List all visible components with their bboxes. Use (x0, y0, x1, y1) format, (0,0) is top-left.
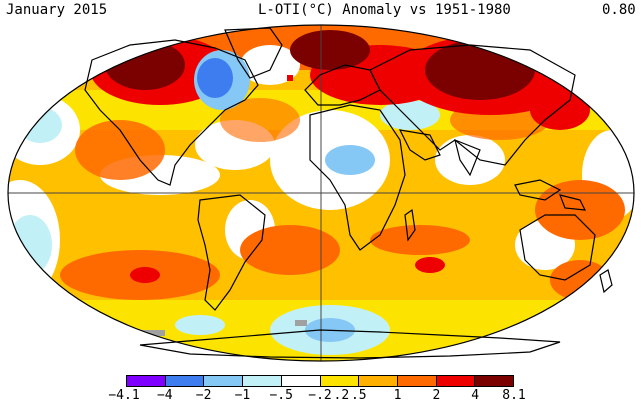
legend-tick-label: 8.1 (502, 388, 526, 403)
legend-tick-label: −.5 (269, 388, 293, 403)
globe-border (7, 24, 635, 362)
legend-swatch (165, 376, 205, 386)
legend-tick-label: −4.1 (108, 388, 140, 403)
legend-tick-label: −.2 (308, 388, 332, 403)
legend-tick-label: 2 (432, 388, 441, 403)
color-legend (126, 375, 514, 387)
global-mean-value: 0.80 (602, 2, 636, 18)
legend-swatch (243, 376, 282, 386)
legend-swatch (436, 376, 476, 386)
legend-tick-label: 4 (471, 388, 480, 403)
legend-tick-label: −2 (195, 388, 212, 403)
legend-swatch (204, 376, 244, 386)
legend-tick-label: .5 (350, 388, 367, 403)
legend-tick-label: −1 (234, 388, 251, 403)
map-title: L-OTI(°C) Anomaly vs 1951-1980 (258, 2, 511, 18)
legend-tick-labels: −4.1 −4 −2 −1 −.5 −.2.2.5 1 2 4 8.1 (0, 388, 642, 404)
legend-swatch (359, 376, 398, 386)
legend-swatch (281, 376, 321, 386)
legend-tick-label: −4 (156, 388, 173, 403)
continent-outlines (84, 27, 613, 359)
legend-swatch (320, 376, 360, 386)
legend-tick-label: 1 (393, 388, 402, 403)
anomaly-map (7, 24, 635, 362)
legend-tick-label: .2 (333, 388, 350, 403)
map-period-label: January 2015 (6, 2, 108, 18)
legend-swatch (127, 376, 166, 386)
legend-swatch (475, 376, 514, 386)
legend-swatch (397, 376, 437, 386)
